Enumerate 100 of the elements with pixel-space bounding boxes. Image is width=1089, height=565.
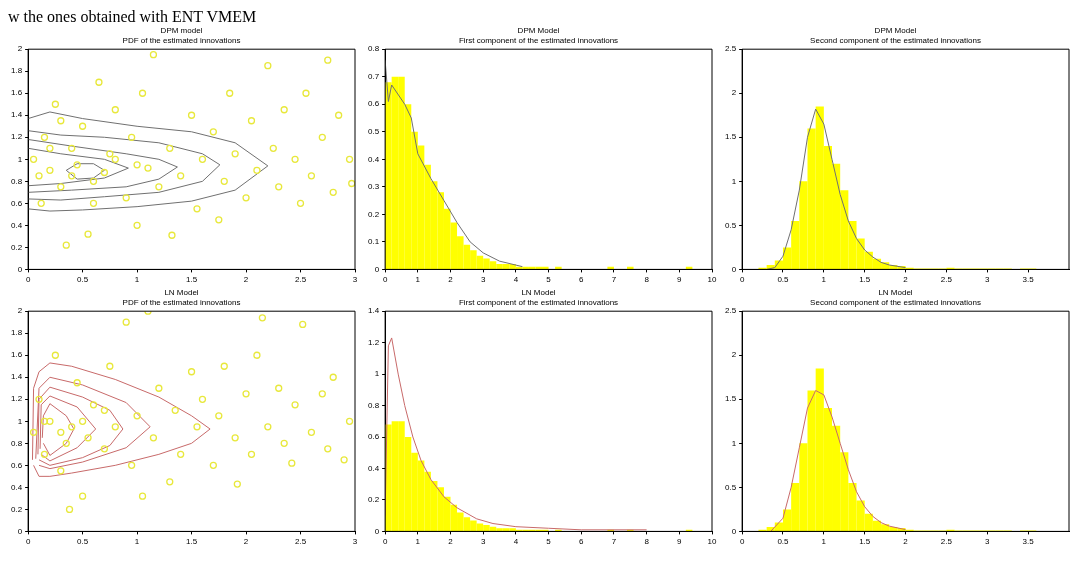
- x-tick-label: 3: [985, 537, 991, 547]
- y-tick-label: 1.4: [11, 110, 23, 120]
- x-tick-label: 0: [25, 537, 31, 547]
- x-tick-label: 2: [243, 537, 249, 547]
- x-tick-label: 0.5: [77, 275, 89, 285]
- x-tick-label: 10: [707, 537, 717, 547]
- x-tick-label: 1.5: [186, 275, 198, 285]
- x-tick-label: 7: [611, 275, 617, 285]
- chart-subtitle: PDF of the estimated innovations: [122, 297, 241, 307]
- y-tick-label: 0.6: [368, 432, 380, 442]
- y-tick-label: 0: [374, 526, 380, 536]
- x-tick-label: 0: [382, 275, 388, 285]
- y-tick-label: 0.4: [11, 482, 23, 492]
- y-tick-label: 0: [17, 264, 23, 274]
- y-tick-label: 1.6: [11, 350, 23, 360]
- y-tick-label: 0.4: [11, 220, 23, 230]
- x-tick-label: 2: [903, 537, 909, 547]
- x-tick-label: 2.5: [940, 275, 953, 285]
- y-tick-label: 1.8: [11, 66, 23, 76]
- x-tick-label: 1: [415, 275, 421, 285]
- x-tick-label: 1.5: [859, 275, 871, 285]
- y-tick-label: 0.2: [11, 504, 23, 514]
- chart-title: LN Model: [521, 288, 556, 297]
- x-tick-label: 1.5: [186, 537, 198, 547]
- y-tick-label: 2: [731, 88, 737, 98]
- x-tick-label: 0.5: [777, 537, 790, 547]
- chart-subtitle: Second component of the estimated innovations: [810, 35, 981, 45]
- x-tick-label: 10: [707, 275, 717, 285]
- y-tick-label: 0.6: [368, 99, 380, 109]
- x-tick-label: 3: [352, 537, 358, 547]
- text: w the ones obtained with ENT VMEM: [8, 8, 258, 26]
- x-tick-label: 1.5: [859, 537, 871, 547]
- y-tick-label: 1.4: [368, 306, 380, 316]
- x-tick-label: 3.5: [1022, 537, 1035, 547]
- y-tick-label: 1.2: [11, 394, 23, 404]
- y-tick-label: 1.5: [725, 394, 737, 404]
- y-tick-label: 0.8: [368, 400, 380, 410]
- x-tick-label: 5: [546, 537, 552, 547]
- x-tick-label: 1: [134, 275, 140, 285]
- chart-subtitle: PDF of the estimated innovations: [122, 35, 241, 45]
- x-tick-label: 3: [985, 275, 991, 285]
- y-tick-label: 0.5: [725, 220, 737, 230]
- x-tick-label: 0: [25, 275, 31, 285]
- y-tick-label: 0.8: [11, 438, 23, 448]
- chart-subtitle: First component of the estimated innovations: [458, 35, 619, 45]
- y-tick-label: 0.2: [368, 495, 380, 505]
- x-tick-label: 1: [134, 537, 140, 547]
- x-tick-label: 0: [739, 537, 745, 547]
- y-tick-label: 2: [731, 350, 737, 360]
- x-tick-label: 2: [903, 275, 909, 285]
- y-tick-label: 1.4: [11, 372, 23, 382]
- chart-title: DPM Model: [874, 26, 917, 35]
- y-tick-label: 0.5: [368, 126, 380, 136]
- y-tick-label: 0: [731, 264, 737, 274]
- x-tick-label: 3: [352, 275, 358, 285]
- y-tick-label: 0.2: [11, 242, 23, 252]
- y-tick-label: 0.1: [368, 237, 380, 247]
- y-tick-label: 2.5: [725, 44, 737, 54]
- x-tick-label: 8: [644, 537, 650, 547]
- x-tick-label: 8: [644, 275, 650, 285]
- y-tick-label: 0.5: [725, 482, 737, 492]
- x-tick-label: 1: [821, 275, 827, 285]
- y-tick-label: 0.8: [11, 176, 23, 186]
- x-tick-label: 0: [739, 275, 745, 285]
- x-tick-label: 9: [677, 537, 683, 547]
- x-tick-label: 9: [677, 275, 683, 285]
- x-tick-label: 2.5: [294, 537, 307, 547]
- x-tick-label: 7: [611, 537, 617, 547]
- y-tick-label: 1: [17, 154, 23, 164]
- x-tick-label: 1: [821, 537, 827, 547]
- y-tick-label: 1.5: [725, 132, 737, 142]
- x-tick-label: 3.5: [1022, 275, 1035, 285]
- y-tick-label: 1.2: [368, 337, 380, 347]
- x-tick-label: 3: [480, 275, 486, 285]
- x-tick-label: 6: [579, 275, 585, 285]
- x-tick-label: 2: [448, 275, 454, 285]
- x-tick-label: 4: [513, 537, 519, 547]
- y-tick-label: 2.5: [725, 306, 737, 316]
- x-tick-label: 2: [243, 275, 249, 285]
- x-tick-label: 6: [579, 537, 585, 547]
- y-tick-label: 1.8: [11, 328, 23, 338]
- y-tick-label: 1: [731, 176, 737, 186]
- y-tick-label: 1: [731, 438, 737, 448]
- chart-title: LN Model: [164, 288, 199, 297]
- y-tick-label: 0.7: [368, 71, 380, 81]
- y-tick-label: 0.2: [368, 209, 380, 219]
- chart-title: DPM model: [160, 26, 203, 35]
- x-tick-label: 5: [546, 275, 552, 285]
- chart-title: DPM Model: [517, 26, 560, 35]
- x-tick-label: 2.5: [294, 275, 307, 285]
- x-tick-label: 0: [382, 537, 388, 547]
- x-tick-label: 2: [448, 537, 454, 547]
- y-tick-label: 0.8: [368, 44, 380, 54]
- y-tick-label: 0.6: [11, 460, 23, 470]
- y-tick-label: 1.2: [11, 132, 23, 142]
- y-tick-label: 0: [17, 526, 23, 536]
- x-tick-label: 3: [480, 537, 486, 547]
- chart-subtitle: First component of the estimated innovations: [458, 297, 619, 307]
- x-tick-label: 2.5: [940, 537, 953, 547]
- y-tick-label: 0.3: [368, 182, 380, 192]
